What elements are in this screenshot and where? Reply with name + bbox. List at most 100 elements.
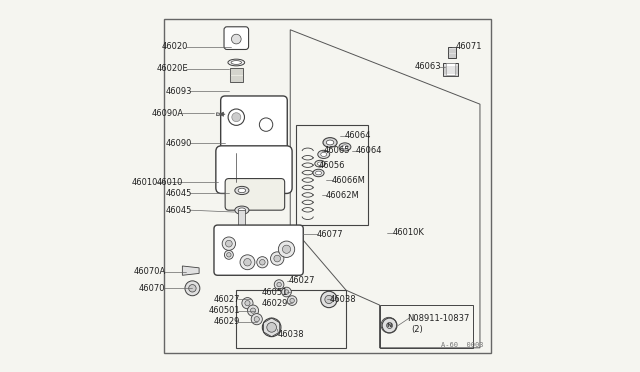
FancyBboxPatch shape [216, 146, 292, 193]
Circle shape [262, 318, 281, 337]
Circle shape [382, 318, 397, 333]
Circle shape [245, 301, 250, 306]
Text: 46064: 46064 [344, 131, 371, 140]
Circle shape [275, 280, 284, 289]
Bar [164, 19, 491, 353]
Ellipse shape [238, 208, 246, 212]
Circle shape [325, 295, 333, 304]
Circle shape [228, 109, 244, 125]
Circle shape [284, 290, 289, 294]
Polygon shape [216, 113, 225, 116]
Ellipse shape [316, 171, 321, 175]
Text: A-60  0003: A-60 0003 [441, 342, 484, 348]
Text: 46029: 46029 [262, 299, 289, 308]
Circle shape [254, 317, 259, 322]
Bar [443, 63, 458, 76]
Text: 46045: 46045 [165, 189, 191, 198]
Circle shape [260, 260, 265, 265]
Circle shape [232, 113, 241, 122]
Circle shape [267, 323, 276, 332]
Circle shape [282, 245, 291, 253]
Circle shape [290, 298, 294, 303]
Text: 46066M: 46066M [331, 176, 365, 185]
Ellipse shape [317, 162, 323, 165]
Circle shape [259, 118, 273, 131]
Circle shape [271, 252, 284, 265]
Circle shape [321, 291, 337, 308]
Circle shape [248, 305, 259, 316]
Circle shape [274, 255, 280, 262]
FancyBboxPatch shape [214, 225, 303, 275]
Ellipse shape [231, 61, 241, 64]
Ellipse shape [235, 186, 249, 195]
Ellipse shape [318, 150, 330, 158]
Ellipse shape [342, 145, 348, 149]
Text: 46090A: 46090A [152, 109, 184, 118]
Text: 46045: 46045 [165, 206, 191, 215]
Circle shape [277, 282, 282, 287]
Text: 46020E: 46020E [156, 64, 188, 73]
Circle shape [278, 241, 294, 257]
Circle shape [222, 237, 236, 250]
Ellipse shape [315, 160, 325, 167]
Bar [380, 305, 472, 348]
Text: N08911-10837: N08911-10837 [408, 314, 470, 323]
Circle shape [244, 259, 251, 266]
Polygon shape [182, 266, 199, 275]
Bar [449, 47, 456, 58]
Text: 46010: 46010 [132, 178, 158, 187]
Ellipse shape [321, 153, 326, 157]
Bar [445, 63, 455, 75]
Text: 46038: 46038 [330, 295, 356, 304]
Text: 46038: 46038 [277, 330, 304, 339]
Text: 46020: 46020 [161, 42, 188, 51]
Circle shape [282, 287, 291, 297]
Circle shape [387, 323, 392, 328]
Text: 46027: 46027 [214, 295, 240, 304]
Bar [296, 125, 369, 225]
Circle shape [242, 298, 253, 309]
Text: 46090: 46090 [165, 139, 191, 148]
Text: 460501: 460501 [209, 306, 240, 315]
Circle shape [189, 285, 196, 292]
Text: 46010K: 46010K [392, 228, 424, 237]
Text: 46093: 46093 [165, 87, 191, 96]
Circle shape [251, 314, 262, 325]
Circle shape [185, 281, 200, 296]
Text: 46070: 46070 [139, 284, 166, 293]
Ellipse shape [313, 169, 324, 177]
FancyBboxPatch shape [224, 27, 248, 49]
Circle shape [287, 296, 297, 305]
Ellipse shape [326, 140, 334, 145]
Ellipse shape [228, 59, 244, 66]
Text: (2): (2) [411, 325, 423, 334]
Ellipse shape [238, 188, 246, 193]
Circle shape [240, 255, 255, 270]
Text: 46070A: 46070A [133, 267, 166, 276]
Text: 46071: 46071 [456, 42, 483, 51]
Text: 46027: 46027 [289, 276, 315, 285]
Text: 46077: 46077 [316, 230, 343, 239]
Circle shape [250, 308, 255, 313]
Ellipse shape [235, 206, 249, 214]
Text: 46063: 46063 [414, 62, 441, 71]
Bar [236, 290, 346, 348]
FancyBboxPatch shape [221, 96, 287, 157]
Text: 46064: 46064 [355, 146, 382, 155]
Ellipse shape [228, 150, 244, 155]
Text: 46029: 46029 [214, 317, 240, 326]
Circle shape [225, 250, 234, 259]
Circle shape [225, 240, 232, 247]
Bar [238, 210, 245, 231]
Text: 46051: 46051 [262, 288, 289, 296]
Text: N: N [386, 323, 392, 328]
Circle shape [257, 257, 268, 268]
Text: 46056: 46056 [318, 161, 344, 170]
Text: 46065: 46065 [324, 146, 350, 155]
Text: 46010: 46010 [157, 178, 184, 187]
Ellipse shape [339, 143, 351, 151]
Circle shape [227, 253, 231, 257]
Circle shape [232, 34, 241, 44]
FancyBboxPatch shape [225, 179, 285, 210]
Ellipse shape [323, 138, 337, 147]
